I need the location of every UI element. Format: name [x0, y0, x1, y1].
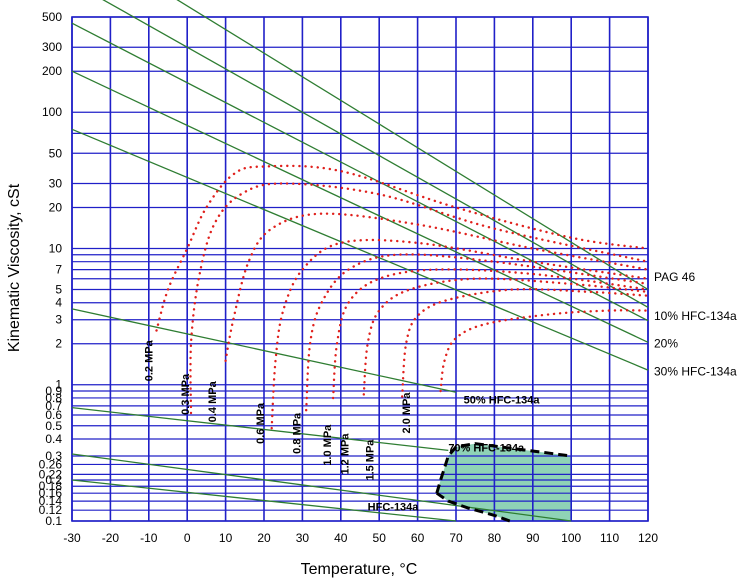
y-tick-label: 0.7: [45, 399, 62, 413]
y-tick-label: 0.9: [45, 384, 62, 398]
x-tick-label: 120: [638, 531, 658, 545]
x-tick-label: 90: [526, 531, 540, 545]
y-tick-label: 0.3: [45, 449, 62, 463]
y-tick-label: 0.16: [39, 486, 63, 500]
pressure-curve-0-8-mpa: [305, 253, 650, 412]
y-tick-label: 0.22: [39, 467, 63, 481]
y-tick-label: 0.8: [45, 391, 62, 405]
y-tick-label: 30: [49, 176, 63, 190]
pressure-curves: [155, 164, 650, 430]
series-label-10-hfc-134a: 10% HFC-134a: [654, 309, 737, 323]
x-tick-label: 20: [257, 531, 271, 545]
pressure-curve-1-0-mpa: [331, 268, 650, 400]
miscibility-region: [436, 443, 572, 521]
series-line-hfc-134a: [71, 479, 457, 522]
y-tick-label: 0.14: [39, 494, 63, 508]
x-tick-label: 40: [334, 531, 348, 545]
pressure-label-0-3-mpa: 0.3 MPa: [180, 373, 192, 415]
y-tick-label: 10: [49, 241, 63, 255]
y-tick-label: 1: [55, 378, 62, 392]
series-line-pag-46: [176, 0, 649, 291]
pressure-curve-0-2-mpa: [155, 164, 650, 332]
x-tick-label: -20: [102, 531, 120, 545]
pressure-curve-2-0-mpa: [439, 309, 650, 393]
x-tick-labels: -30 -20 -10 0 10 20 30 40 50 60 70 80 90 100 110 120: [63, 531, 658, 545]
gridlines: [71, 16, 649, 522]
x-tick-label: 30: [296, 531, 310, 545]
y-tick-label: 500: [42, 10, 62, 24]
y-tick-label: 5: [55, 283, 62, 297]
series-label-50-hfc-134a: 50% HFC-134a: [464, 394, 541, 406]
series-label-hfc-134a: HFC-134a: [368, 501, 420, 513]
series-label-70-hfc-134a: 70% HFC-134a: [448, 443, 525, 455]
y-tick-label: 4: [55, 296, 62, 310]
series-label-30-hfc-134a: 30% HFC-134a: [654, 365, 737, 379]
series-line-90-hfc-134a: [71, 453, 572, 522]
series-label-20: 20%: [654, 337, 678, 351]
region-border-upper: [435, 442, 572, 494]
pressure-label-0-2-mpa: 0.2 MPa: [144, 339, 156, 381]
y-tick-label: 200: [42, 64, 62, 78]
series-line-10-hfc-134a: [71, 22, 649, 322]
y-tick-label: 0.12: [39, 503, 63, 517]
series-label-pag-46: PAG 46: [654, 270, 695, 284]
x-tick-label: 60: [411, 531, 425, 545]
series-line-unlabeled-1: [102, 0, 649, 308]
y-tick-label: 50: [49, 146, 63, 160]
y-tick-label: 0.26: [39, 457, 63, 471]
y-tick-label: 3: [55, 313, 62, 327]
region-fill: [436, 443, 572, 521]
x-tick-label: 50: [373, 531, 387, 545]
series-line-30-hfc-134a: [71, 128, 649, 371]
x-tick-label: -10: [140, 531, 158, 545]
y-tick-label: 300: [42, 40, 62, 54]
x-tick-label: 0: [184, 531, 191, 545]
series-line-70-hfc-134a: [71, 406, 449, 452]
y-tick-labels: 500300200100503020107543210.90.80.70.60.…: [39, 10, 63, 528]
pressure-label-1-2-mpa: 1.2 MPa: [340, 433, 352, 475]
pressure-label-0-4-mpa: 0.4 MPa: [207, 380, 219, 422]
pressure-curve-0-3-mpa: [189, 182, 650, 415]
y-axis-title: Kinematic Viscosity, cSt: [6, 183, 23, 352]
x-tick-label: 10: [219, 531, 233, 545]
pressure-curve-1-5-mpa: [401, 287, 650, 398]
y-tick-label: 0.18: [39, 479, 63, 493]
x-tick-label: -30: [63, 531, 81, 545]
series-line-20: [71, 70, 649, 343]
pressure-label-1-0-mpa: 1.0 MPa: [322, 424, 334, 466]
series-lines: [71, 0, 649, 522]
series-labels: PAG 46 10% HFC-134a 20% 30% HFC-134a 50% HFC…: [144, 270, 737, 514]
x-tick-label: 80: [488, 531, 502, 545]
pressure-label-0-8-mpa: 0.8 MPa: [292, 412, 304, 454]
x-tick-label: 100: [561, 531, 581, 545]
y-tick-label: 2: [55, 337, 62, 351]
x-tick-label: 70: [449, 531, 463, 545]
x-axis-title: Temperature, °C: [301, 561, 418, 578]
pressure-curve-1-2-mpa: [362, 277, 650, 396]
pressure-label-2-0-mpa: 2.0 MPa: [401, 392, 413, 434]
y-tick-label: 0.2: [45, 473, 62, 487]
region-boundary: [435, 442, 572, 523]
y-tick-label: 0.1: [45, 514, 62, 528]
pressure-curve-0-4-mpa: [224, 212, 650, 362]
plot-frame: [71, 16, 649, 522]
x-tick-label: 110: [600, 531, 619, 545]
y-tick-label: 7: [55, 263, 62, 277]
y-tick-label: 0.6: [45, 408, 62, 422]
series-line-50-hfc-134a: [71, 308, 457, 393]
pressure-label-1-5-mpa: 1.5 MPa: [364, 439, 376, 481]
y-tick-label: 100: [42, 105, 62, 119]
region-border-lower: [435, 491, 511, 523]
y-tick-label: 0.4: [45, 432, 62, 446]
y-tick-label: 0.5: [45, 419, 62, 433]
y-tick-label: 20: [49, 200, 63, 214]
pressure-label-0-6-mpa: 0.6 MPa: [255, 402, 267, 444]
